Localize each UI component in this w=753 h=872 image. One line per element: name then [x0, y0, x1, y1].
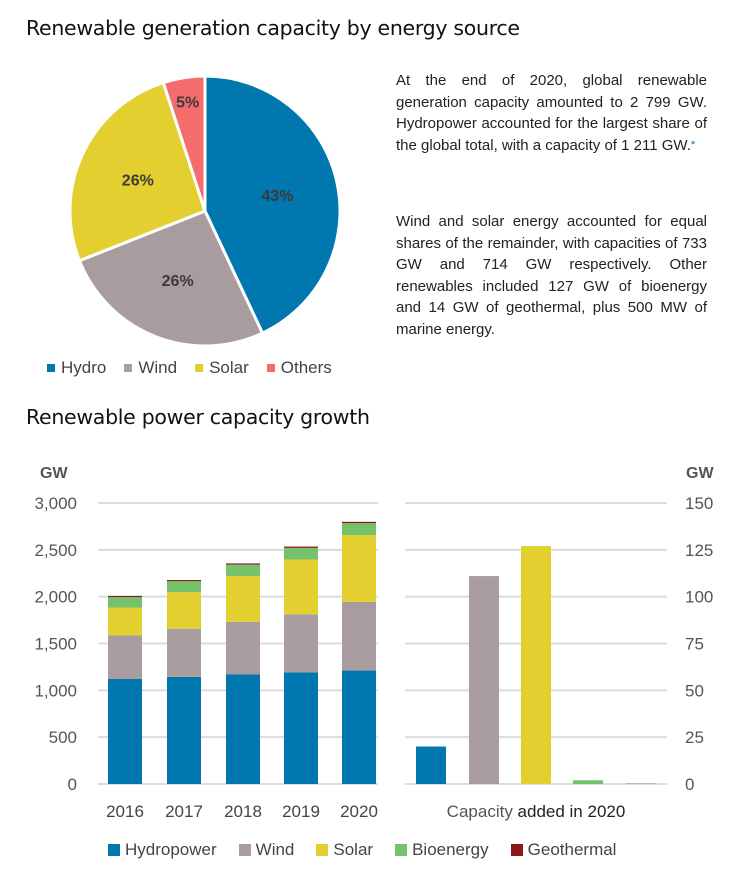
added-2020-bar-bioenergy	[573, 780, 603, 784]
pie-slice-hydro	[203, 74, 342, 336]
pie-legend-item-others: Others	[266, 358, 332, 378]
left-y-tick-label: 0	[68, 775, 77, 794]
bar-2018-solar	[226, 575, 260, 622]
pie-slice-solar	[68, 80, 207, 263]
section-title-generation-capacity: Renewable generation capacity by energy …	[26, 16, 520, 40]
bar-2020-solar	[342, 535, 376, 602]
right-y-tick-label: 150	[685, 494, 713, 513]
pie-legend: Hydro Wind Solar Others	[47, 358, 350, 378]
added-2020-bar-wind	[469, 576, 499, 784]
pie-label-solar: 26%	[122, 172, 154, 189]
right-y-tick-label: 100	[685, 588, 713, 607]
bar-2019-hydropower	[284, 672, 318, 784]
right-x-axis-label: Capacity added in 2020	[447, 802, 626, 821]
added-2020-bar-solar	[521, 546, 551, 784]
added-2020-bar-geothermal	[626, 783, 656, 784]
bar-2017-hydropower	[167, 676, 201, 784]
x-tick-label-2016: 2016	[106, 802, 144, 821]
left-y-tick-label: 2,500	[34, 541, 77, 560]
pie-slice-wind	[77, 209, 265, 348]
left-y-unit-label: GW	[40, 465, 68, 482]
x-tick-label-2018: 2018	[224, 802, 262, 821]
bar-2020-geothermal	[342, 521, 376, 524]
pie-legend-item-solar: Solar	[195, 358, 249, 378]
bar-2016-bioenergy	[108, 597, 142, 608]
bar-2020-wind	[342, 601, 376, 671]
bar-2017-wind	[167, 628, 201, 677]
bar-2020-hydropower	[342, 670, 376, 784]
legend-swatch	[195, 364, 204, 372]
pie-label-wind: 26%	[162, 273, 194, 290]
bar-2019-bioenergy	[284, 547, 318, 560]
legend-swatch	[238, 844, 251, 856]
bar-2018-geothermal	[226, 563, 260, 565]
legend-label: Wind	[138, 358, 178, 377]
pie-label-others: 5%	[176, 95, 199, 112]
summary-paragraph-2: Wind and solar energy accounted for equa…	[396, 213, 707, 338]
summary-paragraph-1-text: At the end of 2020, global renewable gen…	[396, 72, 707, 154]
pie-slice-others	[161, 74, 207, 212]
bar-2020-bioenergy	[342, 523, 376, 536]
x-tick-label-2020: 2020	[340, 802, 378, 821]
pie-legend-item-wind: Wind	[124, 358, 177, 378]
bar-2018-wind	[226, 621, 260, 675]
bar-2016-hydropower	[108, 678, 142, 784]
right-y-tick-label: 75	[685, 635, 704, 654]
legend-swatch	[316, 844, 329, 856]
legend-swatch	[124, 364, 133, 372]
right-y-tick-label: 50	[685, 681, 704, 700]
bar-legend-item-bioenergy: Bioenergy	[395, 840, 489, 860]
pie-chart: 43% 26% 26% 5%	[68, 74, 342, 348]
summary-paragraph-1: At the end of 2020, global renewable gen…	[396, 70, 707, 156]
legend-label: Others	[280, 358, 332, 377]
footnote-marker: *	[690, 138, 696, 151]
legend-swatch	[108, 844, 120, 856]
bar-2018-hydropower	[226, 674, 260, 784]
bar-2019-geothermal	[284, 546, 318, 548]
left-y-tick-label: 500	[49, 728, 77, 747]
legend-swatch	[510, 844, 523, 856]
right-y-tick-label: 0	[685, 775, 694, 794]
bar-2016-geothermal	[108, 595, 142, 598]
x-tick-label-2019: 2019	[282, 802, 320, 821]
bar-legend-item-hydropower: Hydropower	[108, 840, 217, 860]
left-y-tick-label: 3,000	[34, 494, 77, 513]
bar-legend-item-geothermal: Geothermal	[510, 840, 617, 860]
bar-legend-item-wind: Wind	[238, 840, 295, 860]
bar-2017-geothermal	[167, 579, 201, 582]
legend-swatch	[266, 364, 275, 372]
left-y-tick-label: 1,500	[34, 635, 77, 654]
bar-legend-item-solar: Solar	[316, 840, 373, 860]
pie-label-hydro: 43%	[261, 188, 293, 205]
left-y-tick-label: 2,000	[34, 588, 77, 607]
legend-swatch	[395, 844, 408, 856]
right-y-tick-label: 125	[685, 541, 713, 560]
right-y-tick-label: 25	[685, 728, 704, 747]
section-title-capacity-growth: Renewable power capacity growth	[26, 405, 370, 429]
legend-label: Solar	[333, 840, 374, 859]
left-y-tick-label: 1,000	[34, 681, 77, 700]
legend-label: Hydropower	[125, 840, 217, 859]
legend-label: Hydro	[61, 358, 107, 377]
legend-label: Wind	[255, 840, 295, 859]
bar-2016-solar	[108, 607, 142, 636]
bar-2019-solar	[284, 559, 318, 615]
bar-2018-bioenergy	[226, 564, 260, 576]
legend-label: Bioenergy	[412, 840, 489, 859]
bar-2017-solar	[167, 592, 201, 629]
legend-swatch	[47, 364, 55, 372]
pie-legend-item-hydro: Hydro	[47, 358, 106, 378]
legend-label: Geothermal	[527, 840, 617, 859]
bar-legend: Hydropower Wind Solar Bioenergy Geothermal	[108, 840, 638, 860]
added-2020-bar-hydropower	[416, 746, 446, 784]
x-tick-label-2017: 2017	[165, 802, 203, 821]
legend-label: Solar	[209, 358, 249, 377]
right-y-unit-label: GW	[686, 465, 714, 482]
bar-2019-wind	[284, 614, 318, 673]
bar-2017-bioenergy	[167, 581, 201, 593]
bar-2016-wind	[108, 635, 142, 679]
